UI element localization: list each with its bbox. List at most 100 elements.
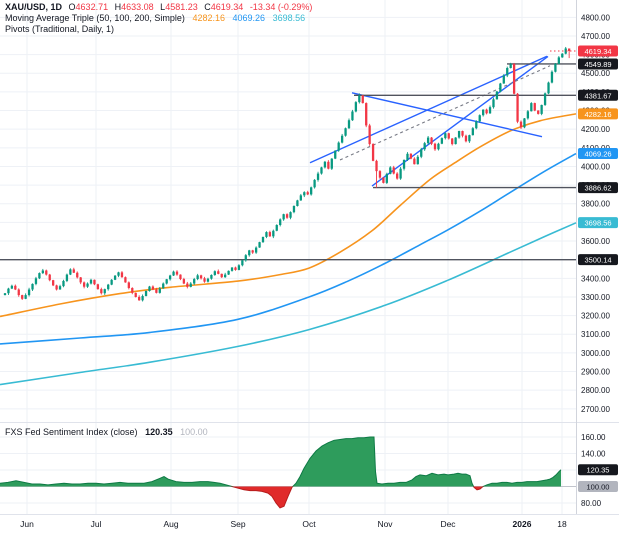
candle-body bbox=[347, 120, 351, 129]
candle-body bbox=[162, 283, 165, 289]
candle-body bbox=[313, 179, 316, 188]
candle-body bbox=[454, 137, 457, 145]
price-tick-label: 4200.00 bbox=[581, 125, 610, 134]
candle-body bbox=[533, 103, 536, 111]
candle-body bbox=[117, 272, 120, 276]
symbol-row[interactable]: XAU/USD, 1D O4632.71 H4633.08 L4581.23 C… bbox=[5, 2, 312, 13]
candle-body bbox=[509, 64, 512, 69]
sentiment-indicator-row[interactable]: FXS Fed Sentiment Index (close) 120.35 1… bbox=[5, 427, 208, 437]
candle-body bbox=[124, 277, 127, 283]
candle-body bbox=[485, 109, 488, 114]
candle-body bbox=[495, 91, 499, 100]
price-tick-label: 4800.00 bbox=[581, 13, 610, 22]
candle-body bbox=[499, 83, 502, 92]
candle-body bbox=[523, 118, 526, 128]
candle-body bbox=[52, 280, 55, 286]
price-badge: 4069.26 bbox=[578, 148, 618, 160]
candle-body bbox=[199, 275, 203, 279]
price-tick-label: 4000.00 bbox=[581, 162, 610, 171]
time-tick-label: Nov bbox=[377, 519, 393, 529]
price-badge: 4282.16 bbox=[578, 108, 618, 120]
time-tick-label: Jul bbox=[91, 519, 102, 529]
candle-body bbox=[330, 158, 333, 169]
candle-body bbox=[48, 274, 51, 281]
candle-body bbox=[344, 128, 347, 136]
candle-body bbox=[285, 214, 289, 218]
legend[interactable]: XAU/USD, 1D O4632.71 H4633.08 L4581.23 C… bbox=[5, 2, 312, 35]
price-badge-bg bbox=[578, 45, 618, 57]
candle-body bbox=[206, 278, 210, 282]
candle-body bbox=[79, 277, 82, 283]
price-badge-text: 100.00 bbox=[587, 483, 610, 492]
candles-layer[interactable] bbox=[3, 46, 571, 302]
candle-body bbox=[519, 121, 523, 128]
candle-body bbox=[354, 102, 358, 112]
candle-body bbox=[131, 288, 134, 293]
trendline-descending-from-oct-peak[interactable] bbox=[351, 92, 543, 138]
candle-body bbox=[165, 279, 168, 284]
candle-body bbox=[378, 171, 382, 178]
candle-body bbox=[512, 64, 516, 94]
dashed-trendline[interactable] bbox=[339, 65, 551, 161]
candle-body bbox=[413, 158, 416, 165]
candle-body bbox=[172, 271, 175, 276]
candle-body bbox=[475, 121, 478, 129]
candle-body bbox=[86, 283, 89, 287]
price-badge-text: 4069.26 bbox=[584, 150, 611, 159]
price-badge-bg bbox=[578, 58, 618, 70]
candle-body bbox=[58, 286, 62, 290]
sma200-line[interactable] bbox=[0, 222, 577, 386]
close-label: C bbox=[204, 2, 211, 12]
price-badge-bg bbox=[578, 217, 618, 229]
candle-body bbox=[540, 104, 543, 114]
candle-body bbox=[296, 200, 299, 206]
sma50-line[interactable] bbox=[0, 113, 577, 318]
sentiment-area[interactable] bbox=[0, 436, 562, 509]
symbol-title: XAU/USD, 1D bbox=[5, 2, 63, 12]
time-tick-label: 18 bbox=[557, 519, 567, 529]
price-badge-text: 4619.34 bbox=[584, 47, 611, 56]
low-value: 4581.23 bbox=[165, 2, 198, 12]
price-badge-text: 4549.89 bbox=[584, 60, 611, 69]
time-axis[interactable]: Jun Jul Aug Sep Oct Nov Dec 2026 18 bbox=[20, 519, 567, 529]
candle-body bbox=[550, 71, 554, 83]
candle-body bbox=[41, 270, 44, 274]
trendline-ascending-channel-shallow[interactable] bbox=[309, 55, 548, 164]
candle-body bbox=[241, 260, 244, 266]
candle-body bbox=[299, 195, 302, 201]
trendline-ascending-channel-steep[interactable] bbox=[371, 55, 549, 187]
pivots-indicator-row[interactable]: Pivots (Traditional, Daily, 1) bbox=[5, 24, 312, 35]
change-value: -13.34 (-0.29%) bbox=[249, 2, 313, 12]
price-badge-bg bbox=[578, 481, 618, 492]
candle-body bbox=[526, 111, 530, 119]
candle-body bbox=[141, 296, 144, 301]
ma-indicator-row[interactable]: Moving Average Triple (50, 100, 200, Sim… bbox=[5, 13, 312, 24]
price-tick-label: 140.00 bbox=[581, 450, 606, 459]
candle-body bbox=[127, 282, 130, 289]
candle-body bbox=[193, 279, 196, 284]
candle-body bbox=[248, 250, 251, 256]
pivot-lines-layer[interactable] bbox=[0, 63, 576, 261]
candle-body bbox=[440, 138, 444, 144]
candle-body bbox=[471, 128, 474, 136]
candle-body bbox=[213, 271, 216, 275]
candle-body bbox=[275, 224, 278, 231]
candle-body bbox=[447, 133, 450, 139]
candle-body bbox=[323, 161, 327, 168]
candle-body bbox=[423, 143, 426, 150]
ma100-value: 4069.26 bbox=[232, 13, 266, 23]
sentiment-indicator-title: FXS Fed Sentiment Index (close) bbox=[5, 427, 138, 437]
candle-body bbox=[375, 160, 378, 172]
candle-body bbox=[426, 137, 430, 144]
time-tick-label: 2026 bbox=[513, 519, 532, 529]
candle-body bbox=[543, 93, 547, 105]
candle-body bbox=[224, 274, 227, 278]
candle-body bbox=[547, 82, 550, 94]
price-tick-label: 4500.00 bbox=[581, 69, 610, 78]
price-badge-text: 120.35 bbox=[587, 466, 610, 475]
price-tick-label: 4700.00 bbox=[581, 32, 610, 41]
sentiment-outline-positive bbox=[0, 436, 562, 487]
sma100-line[interactable] bbox=[0, 152, 577, 345]
candle-body bbox=[251, 250, 254, 253]
